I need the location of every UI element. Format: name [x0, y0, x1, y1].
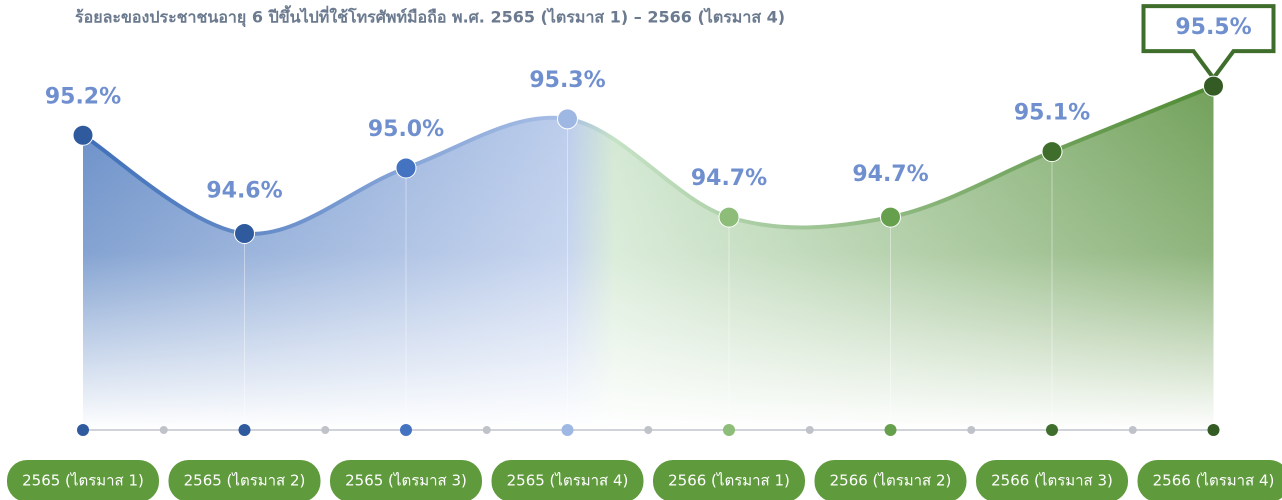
x-tick-label: 2566 (ไตรมาส 3)	[991, 472, 1113, 490]
axis-dot	[644, 426, 653, 434]
axis-dot	[400, 424, 412, 436]
point	[72, 124, 94, 146]
axis-dot	[1207, 424, 1220, 436]
category-pill	[7, 460, 159, 500]
value-label: 95.1%	[1014, 101, 1090, 126]
category-pill	[491, 460, 644, 500]
value-label: 95.5%	[1175, 15, 1251, 40]
axis-dot	[723, 424, 735, 436]
point	[557, 108, 578, 130]
x-tick-label: 2566 (ไตรมาส 2)	[830, 472, 952, 490]
axis-dot	[159, 426, 168, 434]
value-label: 94.6%	[206, 179, 282, 204]
point	[1203, 75, 1224, 97]
axis-dot	[967, 426, 976, 434]
x-tick-label: 2566 (ไตรมาส 4)	[1153, 472, 1275, 490]
point	[718, 206, 740, 228]
x-tick-label: 2565 (ไตรมาส 1)	[22, 472, 144, 490]
x-tick-label: 2565 (ไตรมาส 3)	[345, 472, 467, 490]
axis-dot	[482, 426, 491, 434]
axis-dot	[1128, 426, 1137, 434]
axis-dot	[884, 424, 897, 436]
axis-dot	[805, 426, 814, 434]
axis-dot	[561, 424, 574, 436]
point	[234, 223, 255, 244]
x-tick-label: 2565 (ไตรมาส 4)	[507, 472, 629, 490]
axis-dot	[1046, 424, 1058, 436]
point	[395, 157, 417, 179]
value-label: 95.2%	[45, 84, 121, 109]
value-label: 95.3%	[529, 68, 605, 93]
category-pill	[1137, 460, 1282, 500]
axis-dot	[321, 426, 330, 434]
axis-dot	[238, 424, 251, 436]
value-label: 95.0%	[368, 117, 444, 142]
x-tick-label: 2565 (ไตรมาส 2)	[184, 472, 306, 490]
axis-dot	[77, 424, 89, 436]
category-pill	[168, 460, 321, 500]
category-pill	[653, 460, 805, 500]
category-pill	[976, 460, 1128, 500]
callout-box	[1141, 4, 1276, 82]
chart-title: ร้อยละของประชาชนอายุ 6 ปีขึ้นไปที่ใช้โทร…	[75, 5, 785, 28]
point	[1041, 141, 1063, 163]
category-pill	[330, 460, 482, 500]
value-label: 94.7%	[852, 162, 928, 187]
x-tick-label: 2566 (ไตรมาส 1)	[668, 472, 790, 490]
category-pill	[814, 460, 967, 500]
point	[880, 206, 901, 228]
value-label: 94.7%	[691, 166, 767, 191]
